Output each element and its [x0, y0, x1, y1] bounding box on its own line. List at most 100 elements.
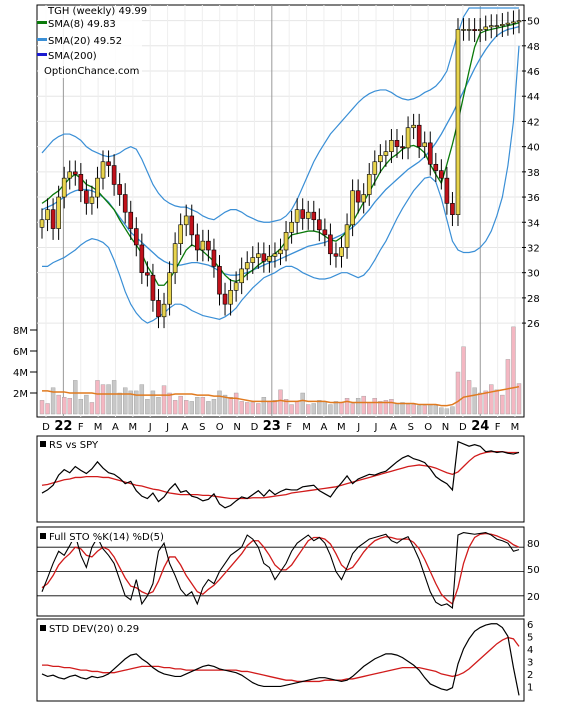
rs-line: [41, 440, 520, 509]
candle-down: [206, 240, 211, 251]
volume-bar: [39, 400, 45, 415]
volume-bar: [383, 400, 389, 415]
volume-bar: [111, 380, 117, 415]
sto-lines: [37, 532, 524, 609]
bollinger-lower-band: [42, 45, 520, 324]
candle-up: [411, 124, 416, 129]
price-tick-label: 46: [527, 67, 540, 78]
price-tick-label: 32: [527, 243, 540, 254]
volume-bar: [477, 392, 483, 415]
std-tick-label: 5: [527, 632, 533, 643]
volume-bars: [39, 326, 522, 415]
candle-down: [322, 229, 328, 236]
volume-bar: [278, 389, 283, 415]
sto-d-line: [41, 532, 520, 605]
candle-down: [311, 211, 317, 221]
candle-up: [56, 196, 61, 229]
volume-bar: [483, 390, 488, 415]
month-label: N: [442, 422, 449, 433]
volume-bar: [122, 387, 128, 415]
sto-k-line: [41, 532, 520, 609]
volume-bar: [328, 404, 333, 415]
volume-bar: [450, 406, 455, 415]
candle-down: [133, 228, 139, 246]
volume-bar: [466, 380, 472, 415]
volume-bar: [422, 405, 427, 415]
candle-up: [167, 272, 172, 305]
candle-up: [455, 29, 461, 216]
candle-down: [122, 194, 128, 213]
volume-bar: [184, 400, 189, 415]
candle-up: [67, 171, 73, 179]
month-label: F: [78, 422, 84, 433]
sto-tick-20: 20: [527, 592, 540, 603]
month-label: M: [302, 422, 311, 433]
volume-bar: [294, 401, 300, 415]
candle-up: [339, 247, 344, 257]
candle-up: [278, 249, 283, 255]
volume-bar: [45, 403, 50, 415]
candle-up: [477, 29, 483, 31]
candle-down: [300, 209, 305, 219]
candle-down: [111, 165, 117, 185]
volume-bar: [500, 394, 505, 415]
std-lines: [41, 623, 520, 696]
volume-bar: [233, 392, 239, 415]
candle-up: [511, 21, 516, 24]
candle-up: [372, 161, 378, 175]
month-label: F: [495, 422, 501, 433]
candle-down: [217, 266, 222, 295]
price-tick-label: 30: [527, 269, 540, 280]
volume-bar: [128, 390, 133, 415]
price-axis-ticks: 26 28 30 32 34 36 38 40 42 44 46 48 50: [522, 17, 540, 330]
legend: TGH (weekly) 49.99 SMA(8) 49.83 SMA(20) …: [37, 6, 147, 78]
volume-bar: [339, 402, 344, 415]
candle-down: [450, 203, 455, 216]
legend-site: OptionChance.com: [44, 66, 139, 77]
legend-sma8: SMA(8) 49.83: [48, 19, 116, 30]
volume-bar: [516, 383, 522, 415]
candle-down: [50, 209, 56, 229]
candle-up: [178, 224, 183, 244]
volume-bar: [505, 359, 511, 415]
candle-down: [416, 124, 422, 147]
volume-bar: [261, 397, 267, 415]
candle-up: [45, 209, 50, 221]
volume-bar: [494, 389, 500, 415]
month-axis-labels: D 22 F M A M J J A S O N D 23 F M A M J J A S O N D 24 F M: [42, 419, 519, 434]
candle-down: [139, 244, 145, 273]
volume-bar: [267, 401, 272, 415]
volume-bar: [333, 401, 339, 415]
candle-down: [355, 190, 361, 203]
volume-bar: [311, 403, 316, 415]
volume-bar: [150, 390, 156, 415]
volume-bar: [355, 398, 361, 415]
month-label: J: [374, 422, 378, 433]
rs-lines: [41, 440, 520, 509]
sto-panel-title: Full STO %K(14) %D(5): [49, 532, 164, 543]
price-tick-label: 28: [527, 294, 540, 305]
candle-up: [228, 290, 233, 305]
candle-down: [189, 215, 195, 236]
volume-bar: [172, 400, 178, 415]
candle-down: [84, 190, 89, 204]
candle-down: [117, 184, 122, 195]
candle-down: [433, 163, 439, 171]
volume-bar: [344, 398, 350, 415]
candle-up: [95, 177, 100, 198]
volume-bar: [178, 395, 183, 415]
candle-up: [256, 253, 261, 258]
volume-bar: [389, 399, 394, 415]
candle-up: [250, 257, 256, 263]
volume-bar: [195, 397, 200, 415]
sma8-swatch: [37, 21, 47, 24]
candle-down: [156, 300, 161, 318]
candle-up: [516, 20, 522, 23]
volume-bar: [322, 401, 328, 415]
month-label: A: [112, 422, 119, 433]
candle-down: [128, 211, 134, 229]
volume-bar: [189, 401, 194, 415]
volume-bar: [400, 402, 405, 415]
candlesticks: [39, 9, 522, 329]
candle-up: [350, 190, 355, 226]
